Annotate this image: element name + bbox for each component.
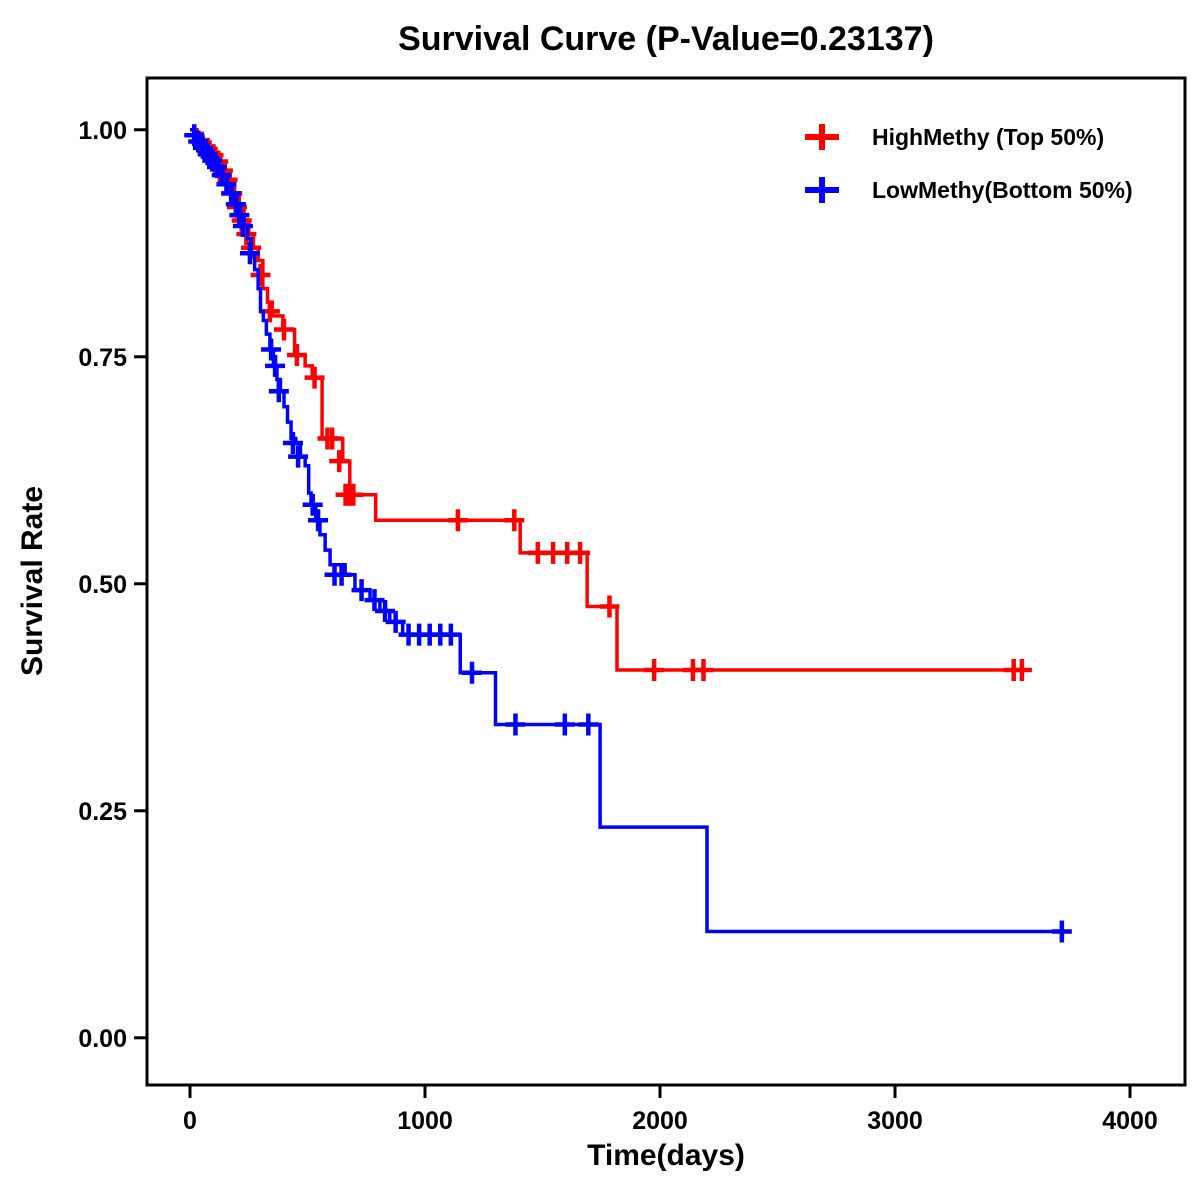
y-tick-label: 1.00 (78, 117, 127, 145)
x-tick-label: 4000 (1102, 1107, 1158, 1135)
lowmethy-survival-curve (190, 128, 1065, 934)
highmethy-censor-plus-icon (447, 509, 468, 532)
lowmethy-censor-plus-icon (578, 713, 599, 736)
highmethy-censor-plus-icon (274, 318, 295, 341)
highmethy-censor-plus-icon (644, 659, 665, 682)
lowmethy-censor-plus-icon (265, 354, 286, 377)
lowmethy-censor-plus-icon (440, 623, 461, 646)
legend: HighMethy (Top 50%) LowMethy(Bottom 50%) (805, 124, 1133, 203)
y-tick-label: 0.00 (78, 1025, 127, 1053)
highmethy-censor-plus-icon (599, 595, 620, 618)
lowmethy-censor-plus-icon (375, 600, 396, 623)
lowmethy-censor-plus-icon (554, 713, 575, 736)
lowmethy-censor-plus-icon (302, 493, 323, 516)
y-axis-title: Survival Rate (16, 486, 49, 676)
legend-marker-lowmethy-plus-icon (805, 177, 839, 203)
plot-area: 0 1000 2000 3000 4000 0.00 0.25 0.50 0.75 1.00 (78, 76, 1187, 1135)
highmethy-survival-curve (190, 128, 1019, 672)
lowmethy-censor-plus-icon (282, 432, 303, 455)
lowmethy-censor-plus-icon (288, 445, 309, 468)
x-axis-title: Time(days) (587, 1139, 745, 1172)
lowmethy-censor-plus-icon (1051, 920, 1072, 943)
lowmethy-censor-plus-icon (351, 579, 372, 602)
y-tick-label: 0.25 (78, 798, 127, 826)
lowmethy-censor-plus-icon (308, 509, 329, 532)
highmethy-censor-plus-icon (329, 450, 350, 473)
highmethy-censor-plus-icon (343, 483, 364, 506)
x-tick-label: 3000 (867, 1107, 923, 1135)
chart-title: Survival Curve (P-Value=0.23137) (398, 20, 934, 58)
lowmethy-censor-plus-icon (225, 193, 246, 216)
lowmethy-censor-plus-icon (268, 380, 289, 403)
lowmethy-censor-plus-icon (462, 661, 483, 684)
legend-label-lowmethy: LowMethy(Bottom 50%) (872, 177, 1133, 203)
highmethy-censor-plus-icon (504, 509, 525, 532)
lowmethy-censor-plus-icon (385, 610, 406, 633)
highmethy-censor-plus-icon (250, 264, 271, 287)
highmethy-censor-plus-icon (693, 659, 714, 682)
y-tick-label: 0.50 (78, 571, 127, 599)
x-tick-label: 0 (183, 1107, 197, 1135)
lowmethy-censor-plus-icon (229, 204, 250, 227)
highmethy-censor-plus-icon (570, 541, 591, 564)
highmethy-censor-plus-icon (322, 427, 343, 450)
lowmethy-censor-plus-icon (331, 563, 352, 586)
highmethy-censor-plus-icon (304, 366, 325, 389)
lowmethy-censor-plus-icon (232, 215, 253, 238)
x-tick-label: 2000 (632, 1107, 688, 1135)
x-tick-label: 1000 (397, 1107, 453, 1135)
legend-label-highmethy: HighMethy (Top 50%) (872, 124, 1104, 150)
lowmethy-censor-plus-icon (505, 713, 526, 736)
y-tick-label: 0.75 (78, 344, 127, 372)
lowmethy-censor-plus-icon (364, 589, 385, 612)
highmethy-censor-plus-icon (286, 343, 307, 366)
highmethy-censor-plus-icon (1011, 659, 1032, 682)
lowmethy-censor-plus-icon (261, 338, 282, 361)
plot-frame (145, 76, 1187, 1087)
lowmethy-censor-plus-icon (239, 242, 260, 265)
legend-marker-highmethy-plus-icon (805, 124, 839, 150)
